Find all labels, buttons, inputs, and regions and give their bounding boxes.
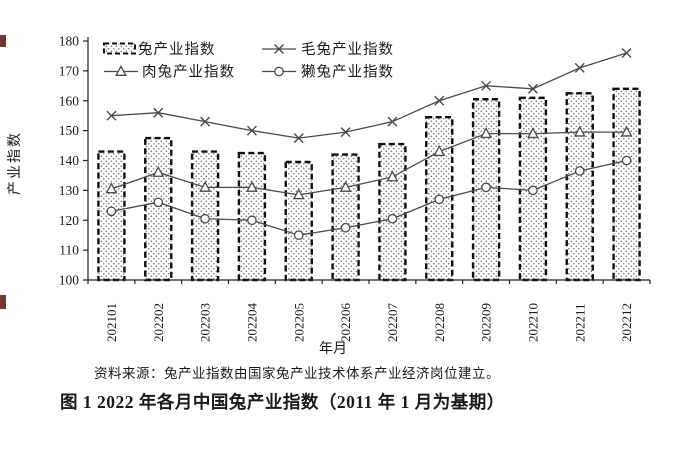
y-axis-title: 产业指数 <box>7 131 23 195</box>
marker-x <box>153 107 164 118</box>
marker-x <box>481 80 492 91</box>
scan-artifact <box>0 295 6 309</box>
marker-circle <box>481 182 491 193</box>
marker-circle <box>387 213 398 224</box>
x-tick-label: 202212 <box>619 303 634 342</box>
marker-x <box>340 127 351 138</box>
legend-item-1: 兔产业指数 <box>103 41 216 58</box>
x-tick-label: 202203 <box>198 303 213 342</box>
x-tick-label: 202208 <box>432 303 447 342</box>
marker-circle <box>621 155 632 166</box>
marker-circle <box>340 222 351 233</box>
bar-202205 <box>284 160 313 282</box>
marker-circle <box>247 215 257 226</box>
y-tick-label: 150 <box>59 123 80 138</box>
bar-202212 <box>612 87 641 282</box>
y-tick-label: 100 <box>59 273 80 288</box>
line-wool-rabbit-index <box>106 47 632 144</box>
marker-circle <box>106 206 117 217</box>
marker-triangle <box>433 144 446 156</box>
line-rex-rabbit-index <box>106 155 632 241</box>
bars-series-rabbit-index <box>97 87 641 282</box>
bar-202211 <box>565 92 594 282</box>
legend-label: 獭兔产业指数 <box>301 64 394 81</box>
marker-x <box>106 110 117 121</box>
legend-label: 兔产业指数 <box>138 41 216 58</box>
legend-label: 肉兔产业指数 <box>142 64 235 81</box>
figure-caption: 图 1 2022 年各月中国兔产业指数（2011 年 1 月为基期） <box>60 392 505 412</box>
y-tick-label: 160 <box>59 93 80 108</box>
x-tick-label: 202101 <box>104 303 119 342</box>
marker-triangle <box>246 180 258 192</box>
marker-x <box>527 83 538 94</box>
x-tick-label: 202210 <box>525 303 540 342</box>
x-tick-label: 202211 <box>572 303 587 342</box>
marker-triangle <box>527 127 539 139</box>
x-tick-label: 202205 <box>291 303 306 342</box>
y-tick-label: 140 <box>59 153 80 168</box>
marker-triangle <box>152 165 165 177</box>
x-tick-label: 202206 <box>338 303 353 343</box>
marker-triangle <box>620 125 633 137</box>
marker-triangle <box>386 170 399 182</box>
marker-triangle <box>105 182 118 194</box>
marker-triangle <box>339 180 352 192</box>
marker-circle <box>200 213 210 224</box>
y-tick-label: 170 <box>59 63 80 78</box>
marker-circle <box>153 197 164 208</box>
y-tick-label: 110 <box>59 243 79 258</box>
y-tick-label: 180 <box>59 34 80 49</box>
x-axis-title: 年月 <box>319 341 347 357</box>
x-tick-label: 202207 <box>385 303 400 343</box>
marker-circle <box>293 230 304 241</box>
x-tick-label: 202202 <box>151 303 166 342</box>
marker-x <box>200 116 211 127</box>
marker-triangle <box>480 127 492 139</box>
bar-202206 <box>331 153 360 282</box>
bar-202101 <box>97 150 126 282</box>
x-tick-label: 202204 <box>244 303 259 343</box>
marker-circle <box>528 185 538 196</box>
legend-item-4: 獭兔产业指数 <box>262 64 394 81</box>
legend-item-2: 毛兔产业指数 <box>262 41 394 58</box>
source-note: 资料来源：兔产业指数由国家兔产业技术体系产业经济岗位建立。 <box>94 366 500 381</box>
marker-x <box>387 116 398 127</box>
y-tick-label: 130 <box>59 183 80 198</box>
bar-202202 <box>144 136 173 282</box>
marker-x <box>293 133 304 144</box>
marker-circle <box>574 166 585 176</box>
legend-item-3: 肉兔产业指数 <box>104 64 235 81</box>
y-tick-labels: 100 110 120 130 140 150 160 170 180 <box>59 34 80 288</box>
axes <box>83 37 651 284</box>
line-meat-rabbit-index <box>105 125 633 200</box>
x-tick-label: 202209 <box>479 303 494 342</box>
legend-label: 毛兔产业指数 <box>301 41 394 58</box>
legend-swatch-bar <box>103 42 136 55</box>
marker-triangle <box>573 125 586 137</box>
x-tick-labels: 202101 202202 202203 202204 202205 202206 2022… <box>104 303 634 343</box>
marker-triangle <box>199 180 211 192</box>
y-tick-label: 120 <box>59 213 80 228</box>
marker-x <box>574 62 585 73</box>
bar-202207 <box>378 142 407 282</box>
marker-triangle <box>292 188 305 200</box>
marker-x <box>246 125 257 136</box>
scan-artifact <box>0 35 6 47</box>
marker-x <box>434 95 445 106</box>
marker-x <box>621 47 632 58</box>
marker-circle <box>434 194 445 205</box>
